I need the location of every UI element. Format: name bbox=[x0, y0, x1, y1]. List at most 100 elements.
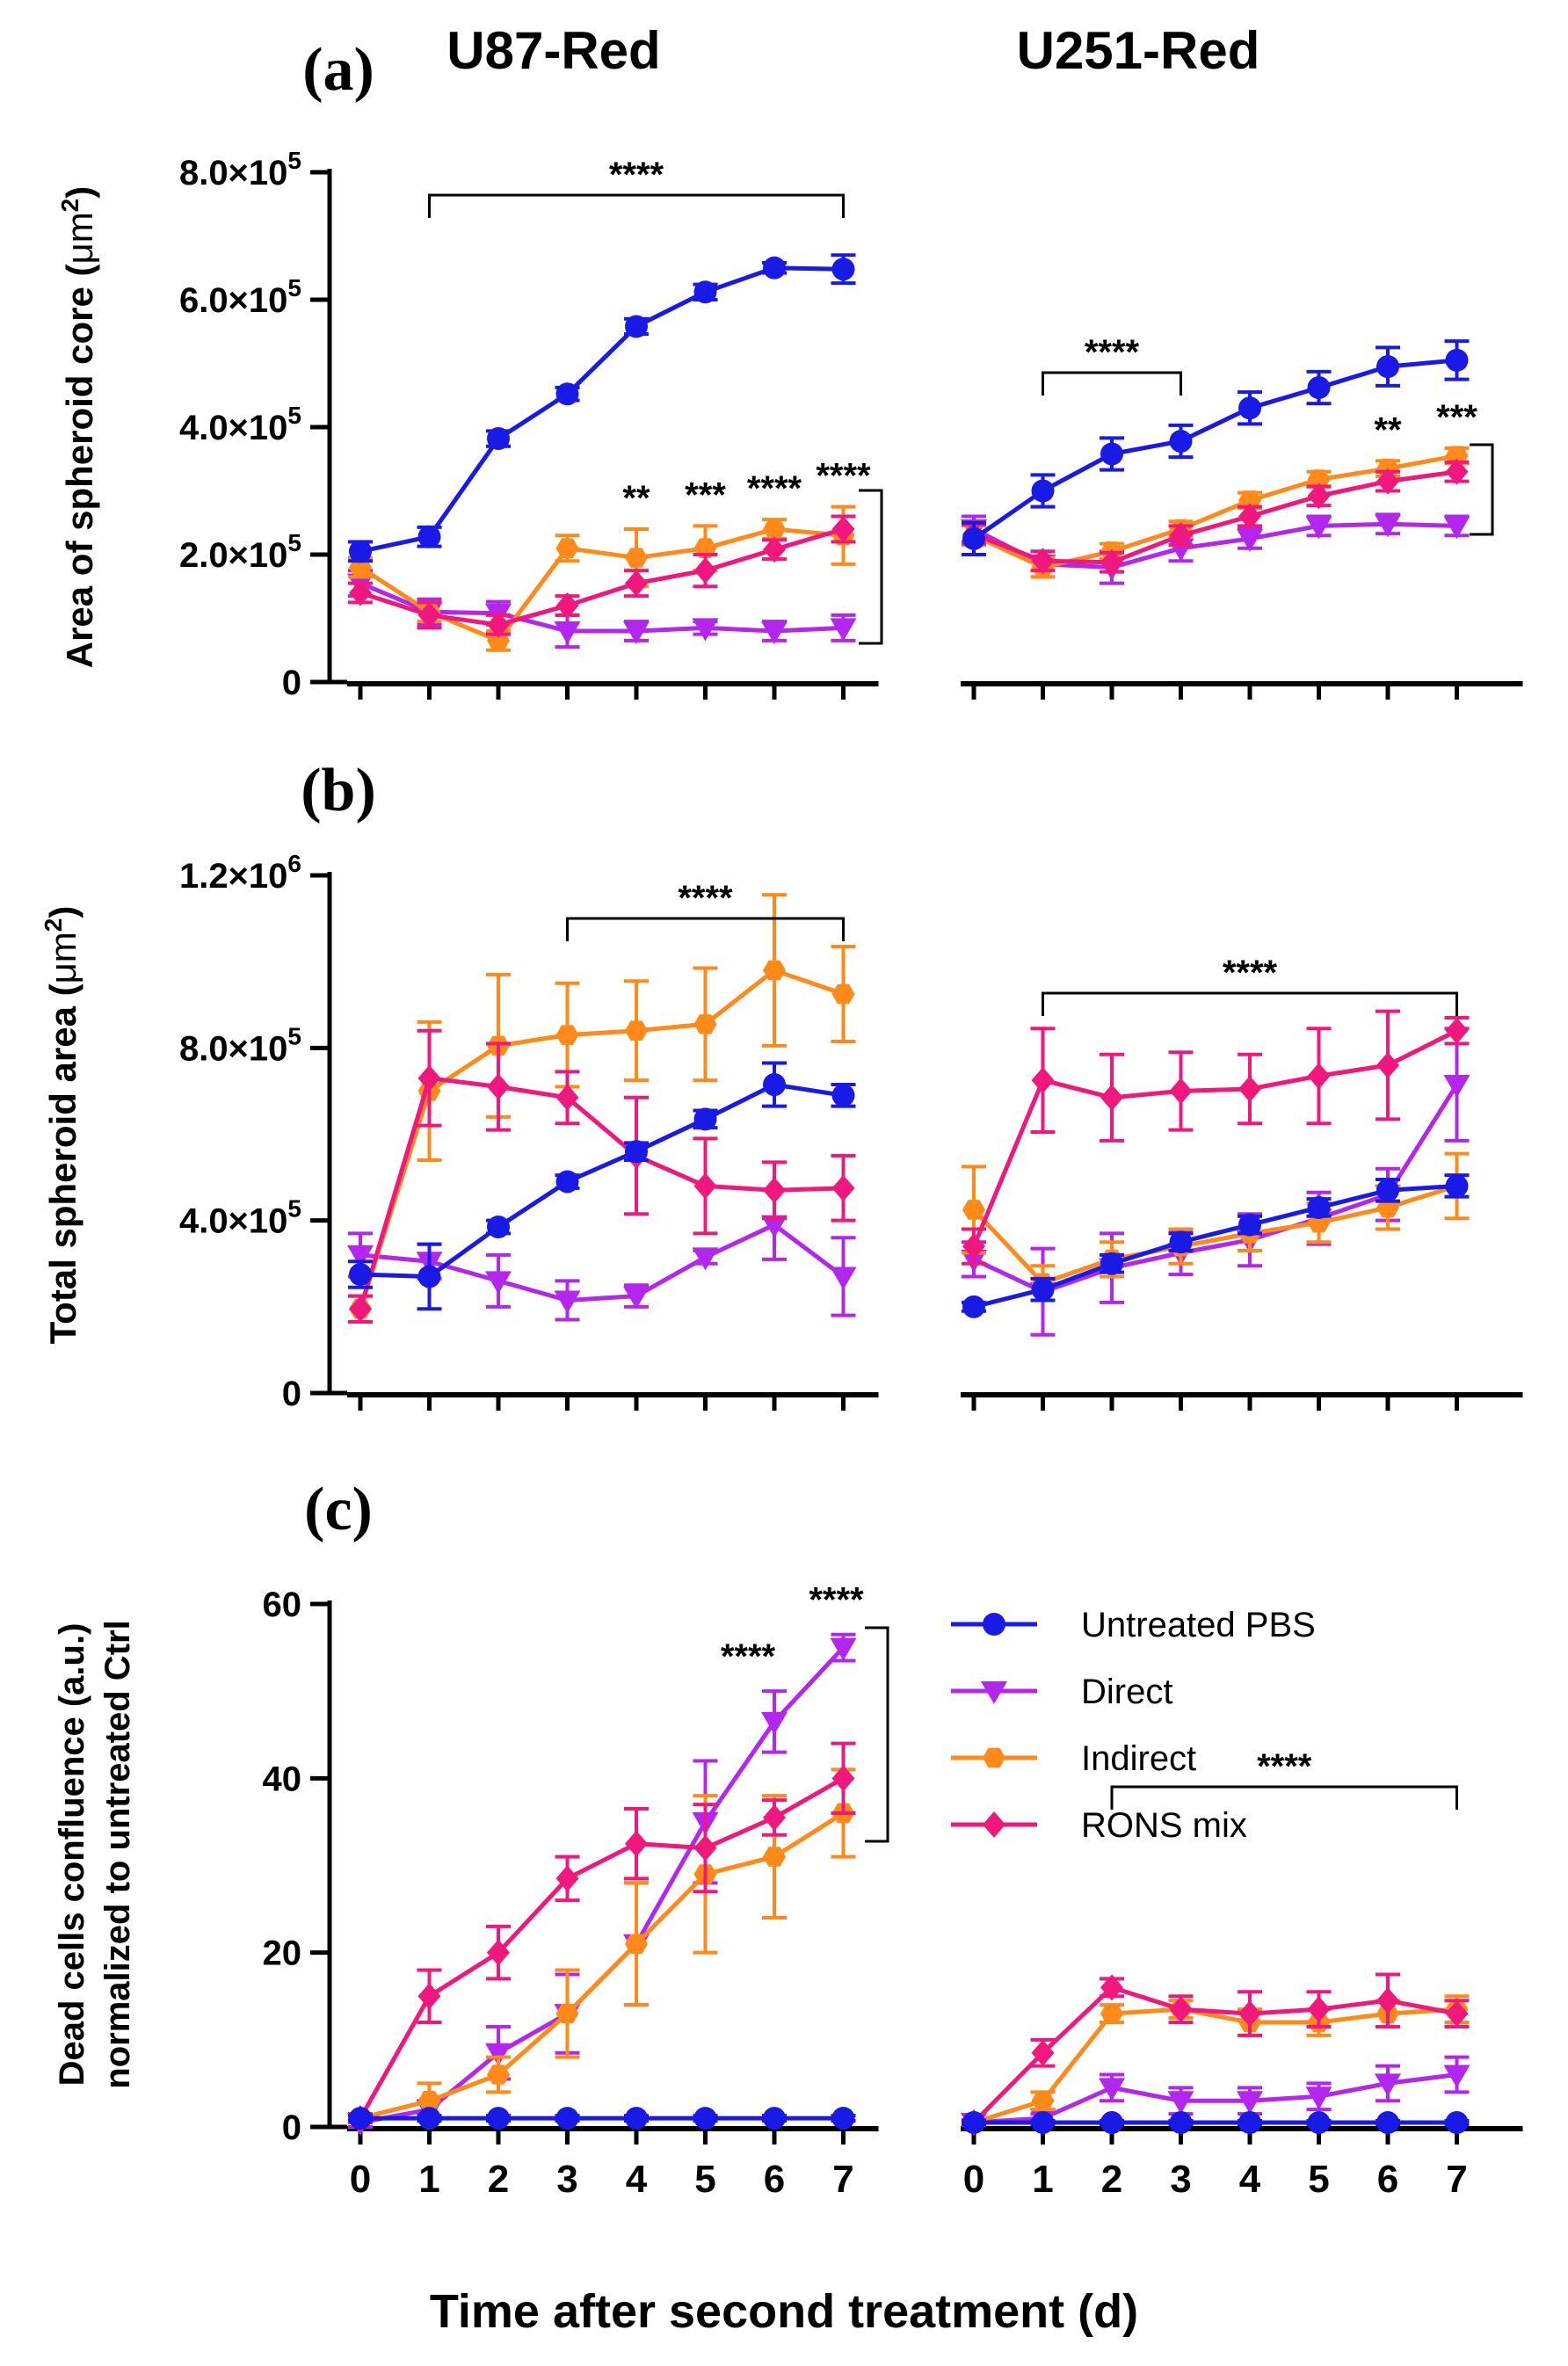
data-point bbox=[831, 1084, 855, 1107]
y-axis-label: Dead cells confluence (a.u.) bbox=[53, 1623, 91, 2087]
data-point bbox=[349, 579, 372, 606]
point-significance: *** bbox=[1436, 398, 1477, 437]
data-point bbox=[347, 1245, 374, 1268]
series-line bbox=[972, 358, 1457, 541]
data-point bbox=[1238, 1213, 1261, 1237]
side-bracket bbox=[859, 489, 883, 645]
series-line bbox=[359, 1811, 845, 2121]
series-line bbox=[359, 581, 844, 634]
data-point bbox=[1376, 2111, 1399, 2135]
group-u251-red: ****** *** bbox=[961, 333, 1477, 585]
data-point bbox=[1307, 1996, 1331, 2023]
panel-letter: (a) bbox=[302, 36, 374, 104]
data-point bbox=[1376, 468, 1399, 495]
x-tick-label: 4 bbox=[1239, 2158, 1261, 2201]
legend-item-indirect: Indirect bbox=[951, 1739, 1196, 1778]
data-point bbox=[1376, 355, 1399, 379]
data-point bbox=[1100, 1252, 1123, 1275]
data-point bbox=[554, 621, 581, 644]
y-tick-label: 4.0×105 bbox=[179, 402, 301, 447]
series-rons-mix bbox=[348, 514, 856, 638]
data-point bbox=[1375, 2073, 1401, 2097]
legend-item-direct: Direct bbox=[951, 1673, 1172, 1711]
series-line bbox=[358, 968, 845, 1310]
data-point bbox=[831, 516, 855, 542]
point-significance: **** bbox=[816, 457, 871, 496]
data-point bbox=[1100, 442, 1123, 466]
y-tick-label: 2.0×105 bbox=[179, 529, 301, 575]
data-point bbox=[693, 557, 717, 584]
data-point bbox=[625, 548, 648, 568]
series-direct bbox=[347, 1632, 857, 2137]
data-point bbox=[349, 1295, 372, 1323]
data-point bbox=[761, 621, 788, 644]
legend-label: Indirect bbox=[1081, 1739, 1196, 1778]
x-tick-label: 1 bbox=[418, 2158, 439, 2201]
data-point bbox=[1307, 2111, 1331, 2135]
data-point bbox=[763, 1073, 786, 1097]
data-point bbox=[349, 1263, 372, 1287]
panel-letter: (c) bbox=[304, 1476, 373, 1543]
data-point bbox=[763, 1177, 786, 1204]
x-axis-label: Time after second treatment (d) bbox=[430, 2285, 1138, 2338]
data-point bbox=[1167, 2091, 1194, 2115]
data-point bbox=[1100, 548, 1123, 576]
data-point bbox=[417, 2091, 441, 2111]
data-point bbox=[1169, 1230, 1193, 1254]
data-point bbox=[1031, 479, 1055, 503]
data-point bbox=[763, 960, 786, 981]
data-point bbox=[625, 2107, 648, 2130]
data-point bbox=[1031, 1278, 1055, 1302]
data-point bbox=[1238, 2000, 1261, 2028]
data-point bbox=[962, 1295, 985, 1318]
legend-marker bbox=[981, 1681, 1007, 1704]
data-point bbox=[625, 570, 648, 597]
data-point bbox=[1238, 2111, 1261, 2135]
significance-label: **** bbox=[1085, 333, 1140, 372]
data-point bbox=[1100, 1084, 1123, 1111]
legend-marker bbox=[983, 1747, 1005, 1768]
data-point bbox=[1375, 514, 1401, 538]
data-point bbox=[1169, 2111, 1193, 2135]
series-rons-mix bbox=[348, 1028, 856, 1325]
y-tick-label: 1.2×106 bbox=[179, 850, 301, 896]
data-point bbox=[693, 1834, 717, 1862]
x-tick-label: 4 bbox=[626, 2158, 648, 2201]
x-tick-label: 6 bbox=[764, 2158, 785, 2201]
data-point bbox=[417, 1064, 441, 1092]
data-point bbox=[625, 315, 648, 338]
series-direct bbox=[347, 1188, 857, 1322]
x-tick-label: 2 bbox=[488, 2158, 509, 2201]
legend-label: Untreated PBS bbox=[1081, 1606, 1316, 1644]
data-point bbox=[625, 1020, 648, 1041]
y-axis-label: Area of spheroid core (μm2) bbox=[56, 186, 100, 669]
series-rons-mix bbox=[962, 1009, 1470, 1266]
data-point bbox=[1445, 2000, 1469, 2028]
data-point bbox=[761, 1215, 788, 1238]
data-point bbox=[1100, 1974, 1123, 2001]
data-point bbox=[554, 1290, 581, 1314]
data-point bbox=[417, 525, 441, 548]
data-point bbox=[692, 618, 719, 642]
data-point bbox=[1445, 2111, 1469, 2135]
data-point bbox=[831, 1174, 855, 1201]
data-point bbox=[693, 1107, 717, 1131]
data-point bbox=[555, 382, 579, 406]
data-point bbox=[1031, 2039, 1055, 2066]
series-untreated-pbs bbox=[348, 2107, 856, 2130]
significance-bracket bbox=[1042, 371, 1182, 396]
y-tick-label: 40 bbox=[263, 1760, 302, 1798]
y-tick-label: 0 bbox=[282, 664, 301, 702]
series-line bbox=[358, 1776, 845, 2120]
data-point bbox=[555, 2107, 579, 2130]
x-tick-label: 3 bbox=[556, 2158, 577, 2201]
data-point bbox=[487, 2107, 510, 2130]
legend-item-untreated-pbs: Untreated PBS bbox=[951, 1606, 1316, 1644]
data-point bbox=[831, 258, 855, 281]
legend: Untreated PBS Direct Indirect RONS mix bbox=[951, 1606, 1316, 1845]
data-point bbox=[693, 1172, 717, 1200]
series-line bbox=[358, 1076, 844, 1310]
data-point bbox=[763, 536, 786, 563]
data-point bbox=[830, 1266, 857, 1290]
data-point bbox=[487, 1073, 510, 1100]
